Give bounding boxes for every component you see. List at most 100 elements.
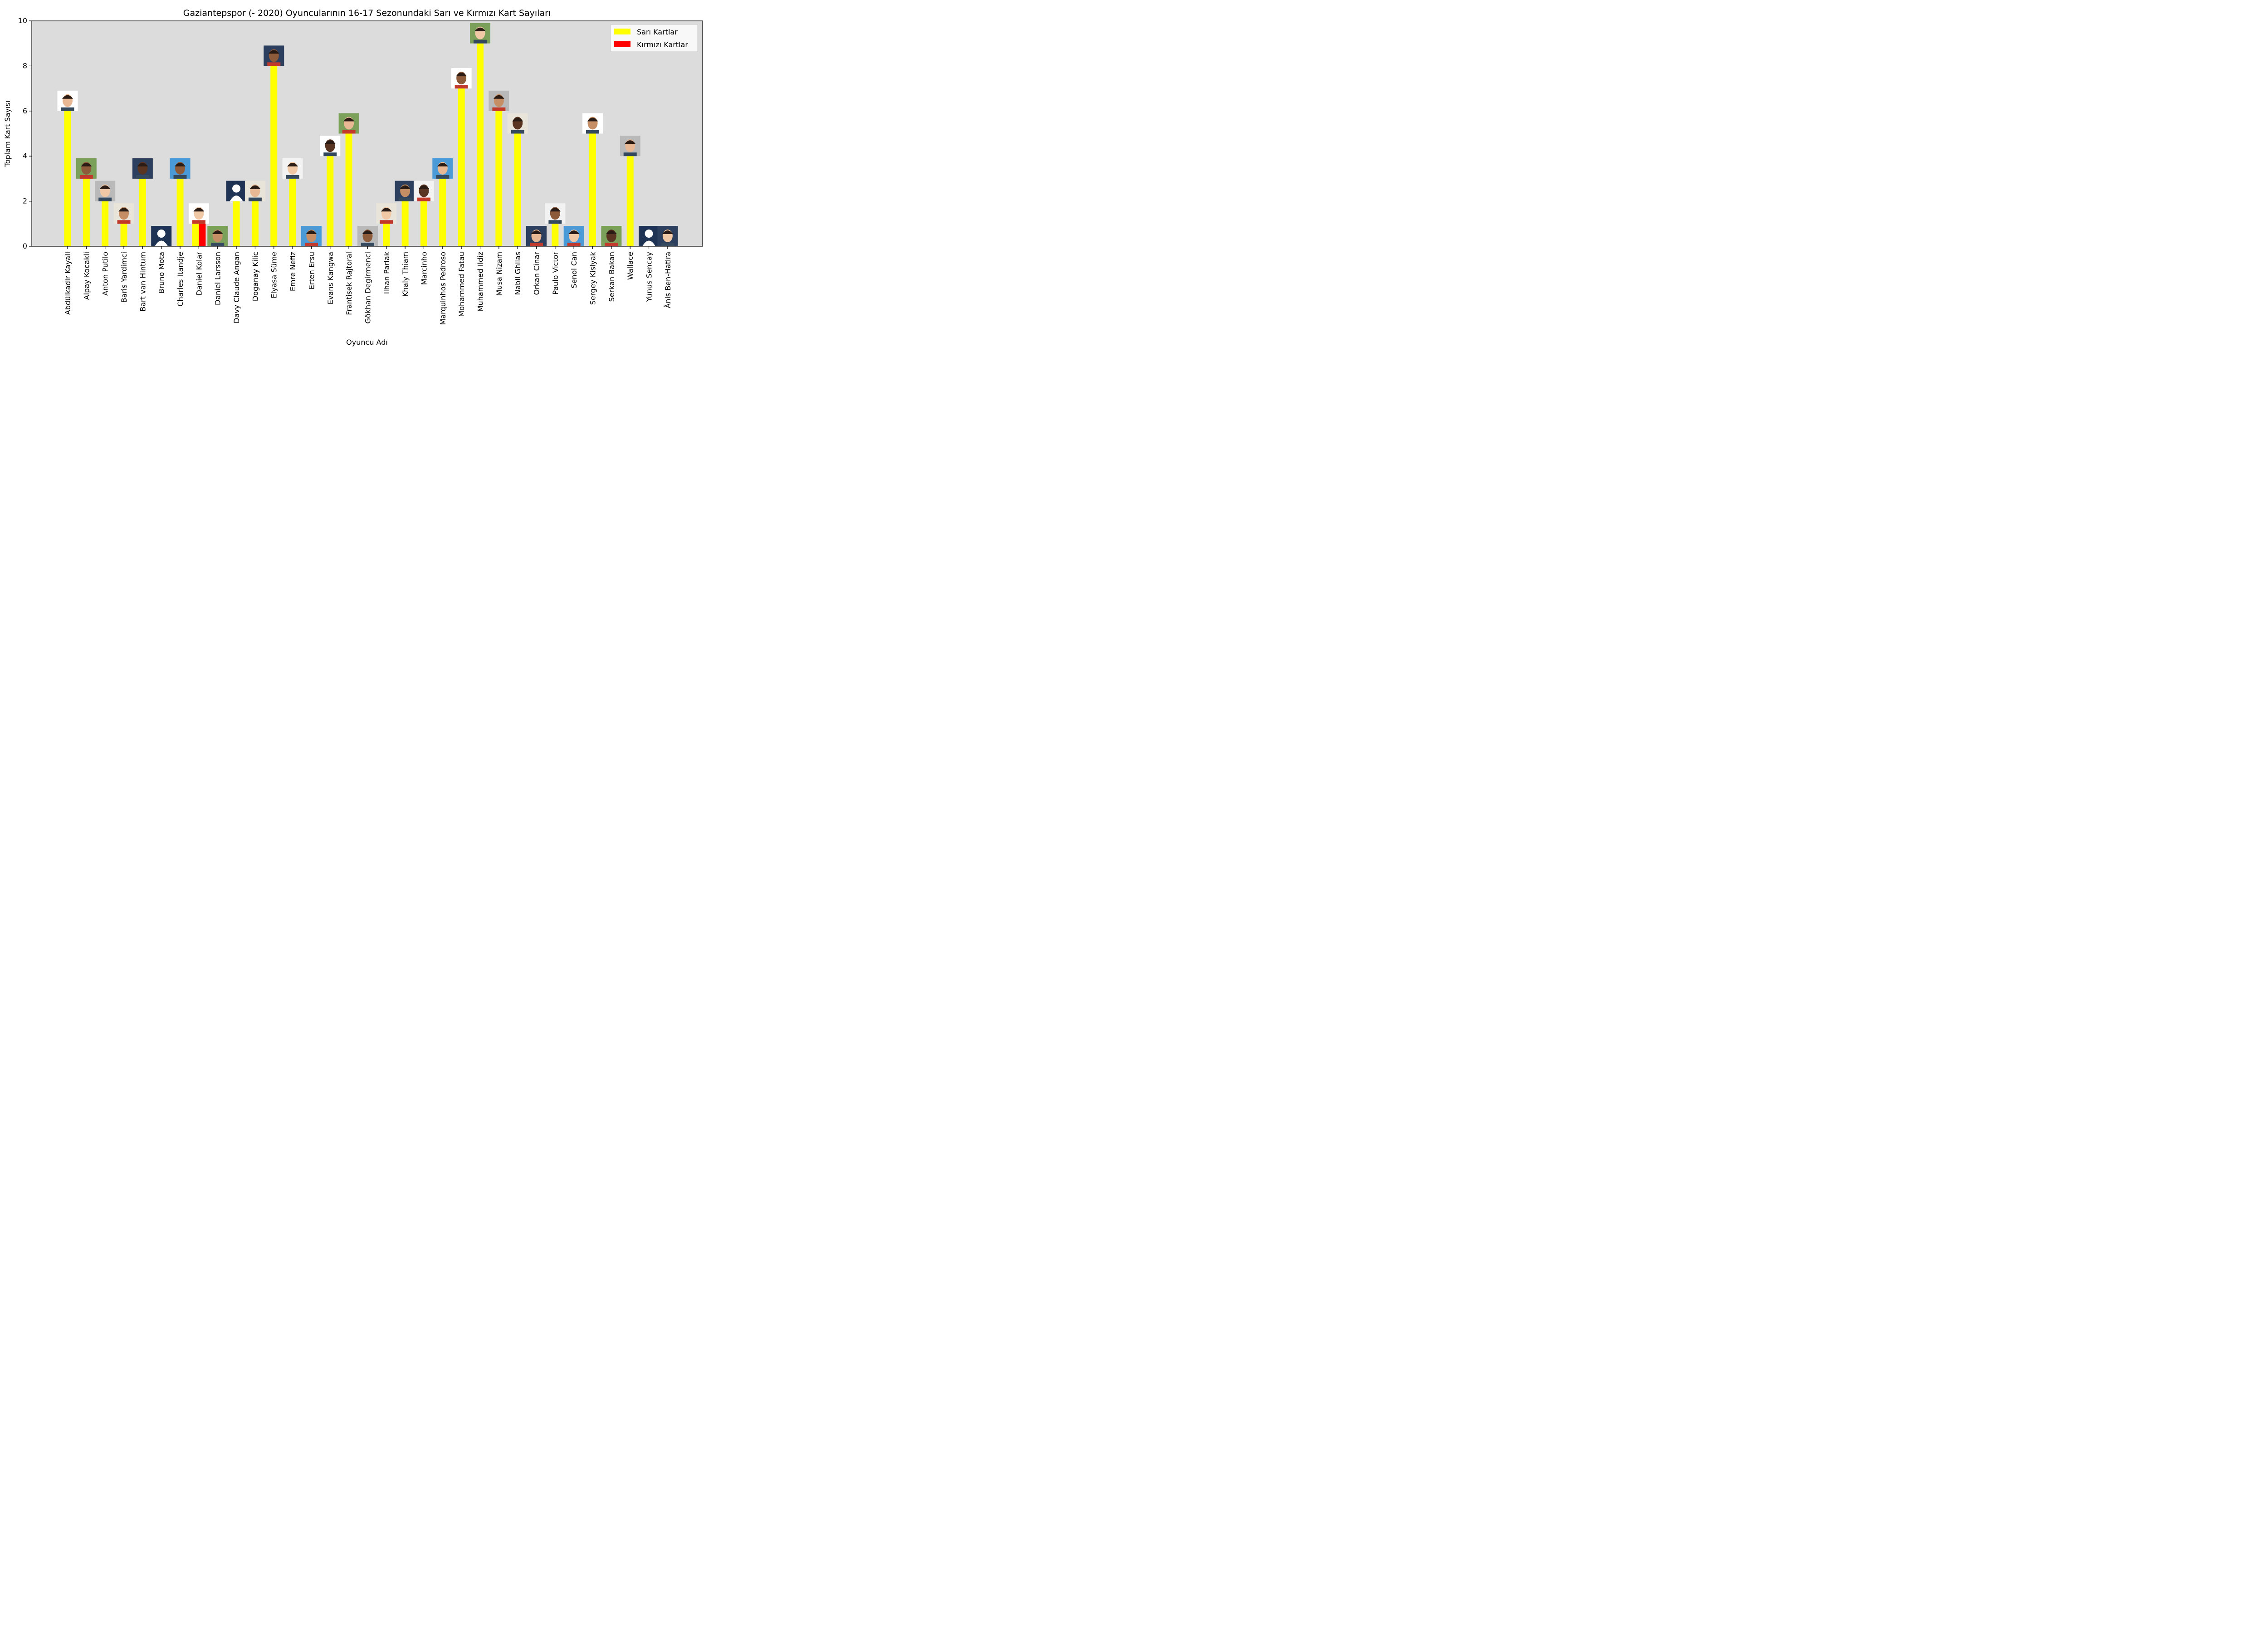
- bar-yellow-card: [383, 224, 390, 246]
- bar-yellow-card: [439, 178, 446, 246]
- bar-yellow-card: [458, 88, 465, 246]
- legend-swatch-yellow: [614, 29, 631, 34]
- plot-frame: [31, 20, 703, 247]
- bar-yellow-card: [401, 201, 409, 246]
- x-tick-label: Bruno Mota: [157, 252, 166, 293]
- chart-root: 0 2 4 6 8 10 Abdülkadir Kayali Alpay Kocakli An…: [0, 0, 708, 354]
- x-tick-label: Ilhan Parlak: [382, 251, 391, 294]
- y-tick-label: 2: [23, 197, 27, 205]
- player-photo: [601, 226, 622, 246]
- player-photo: [301, 226, 322, 246]
- bar-yellow-card: [102, 201, 109, 246]
- x-tick-label: Davy Claude Angan: [232, 252, 241, 323]
- player-photo: [489, 90, 509, 111]
- bar-yellow-card: [552, 224, 559, 246]
- x-tick-label: Marquinhos Pedroso: [439, 252, 447, 325]
- player-photo: [357, 226, 378, 246]
- x-tick-label: Daniel Kolar: [195, 252, 203, 296]
- x-tick-label: Bart van Hintum: [138, 252, 147, 312]
- player-photo: [563, 226, 584, 246]
- player-photo: [151, 226, 172, 246]
- player-photo: [264, 45, 284, 66]
- bar-yellow-card: [345, 133, 352, 246]
- y-tick-label: 4: [23, 152, 27, 160]
- player-photos-layer: [57, 23, 678, 246]
- player-photo: [226, 181, 247, 201]
- player-photo: [395, 181, 415, 201]
- y-axis-label: Toplam Kart Sayısı: [3, 101, 12, 168]
- player-photo: [432, 158, 453, 179]
- x-tick-label: Frantisek Rajtoral: [345, 252, 353, 315]
- player-photo: [526, 226, 547, 246]
- x-tick-label: Abdülkadir Kayali: [64, 252, 72, 315]
- bar-yellow-card: [176, 178, 184, 246]
- player-photo: [244, 181, 265, 201]
- x-tick-label: Alpay Kocakli: [82, 252, 91, 300]
- bars-layer: [64, 43, 634, 247]
- x-tick-label: Doganay Kilic: [251, 252, 259, 301]
- bar-yellow-card: [270, 66, 278, 246]
- x-tick-label: Muhammed Ildiz: [476, 252, 484, 312]
- bar-yellow-card: [139, 178, 146, 246]
- player-photo: [320, 136, 341, 156]
- x-tick-label: Musa Nizam: [495, 252, 503, 296]
- player-photo: [132, 158, 153, 179]
- x-axis-label: Oyuncu Adı: [346, 338, 388, 347]
- player-photo: [207, 226, 228, 246]
- x-tick-label: Marcinho: [420, 252, 428, 285]
- legend-box: [610, 24, 698, 52]
- bar-yellow-card: [83, 178, 90, 246]
- x-tick-label: Paulo Victor: [551, 252, 560, 295]
- player-photo: [113, 203, 134, 224]
- x-tick-label: Serkan Bakan: [607, 252, 616, 302]
- player-photo: [657, 226, 678, 246]
- x-tick-label: Gökhan Degirmenci: [363, 252, 372, 324]
- x-tick-label: Sergey Kislyak: [589, 251, 597, 305]
- bar-chart: 0 2 4 6 8 10 Abdülkadir Kayali Alpay Kocakli An…: [3, 8, 703, 347]
- bar-yellow-card: [514, 133, 521, 246]
- bar-yellow-card: [64, 111, 71, 247]
- player-photo: [639, 226, 660, 246]
- legend-swatch-red: [614, 41, 631, 47]
- bar-yellow-card: [192, 224, 199, 246]
- legend: Sarı Kartlar Kırmızı Kartlar: [610, 24, 698, 52]
- player-photo: [582, 113, 603, 134]
- player-photo: [469, 23, 490, 44]
- bar-yellow-card: [251, 201, 259, 246]
- x-tick-label: Khaly Thiam: [401, 252, 410, 297]
- y-tick-label: 10: [18, 16, 27, 25]
- x-tick-label: Baris Yardimci: [120, 252, 128, 303]
- x-tick-label: Yunus Sencay: [645, 252, 654, 302]
- x-tick-label: Anton Putilo: [101, 252, 110, 296]
- bar-yellow-card: [495, 111, 503, 247]
- y-tick-label: 6: [23, 107, 27, 115]
- bar-yellow-card: [476, 43, 484, 246]
- player-photo: [620, 136, 640, 156]
- player-photo: [170, 158, 191, 179]
- bar-yellow-card: [120, 224, 127, 246]
- player-photo: [338, 113, 359, 134]
- y-axis: 0 2 4 6 8 10: [18, 16, 32, 250]
- x-tick-label: Orkan Cinar: [533, 252, 541, 295]
- bar-yellow-card: [626, 156, 634, 246]
- player-photo: [188, 203, 209, 224]
- legend-label-yellow: Sarı Kartlar: [637, 28, 678, 36]
- bar-red-card: [199, 224, 206, 246]
- x-tick-label: Änis Ben-Hatira: [664, 252, 672, 308]
- x-tick-label: Emre Nefiz: [288, 252, 297, 291]
- x-tick-label: Charles Itandje: [176, 252, 185, 307]
- x-tick-label: Mohammed Fatau: [457, 252, 466, 317]
- bar-yellow-card: [420, 201, 427, 246]
- player-photo: [76, 158, 97, 179]
- x-tick-label: Erten Ersu: [307, 252, 316, 289]
- bar-yellow-card: [289, 178, 296, 246]
- x-tick-label: Evans Kangwa: [326, 252, 335, 304]
- y-tick-label: 0: [23, 242, 27, 250]
- player-photo: [545, 203, 566, 224]
- bar-yellow-card: [327, 156, 334, 246]
- player-photo: [282, 158, 303, 179]
- player-photo: [376, 203, 397, 224]
- chart-title: Gaziantepspor (- 2020) Oyuncularının 16-…: [183, 8, 551, 18]
- player-photo: [95, 181, 116, 201]
- player-photo: [507, 113, 528, 134]
